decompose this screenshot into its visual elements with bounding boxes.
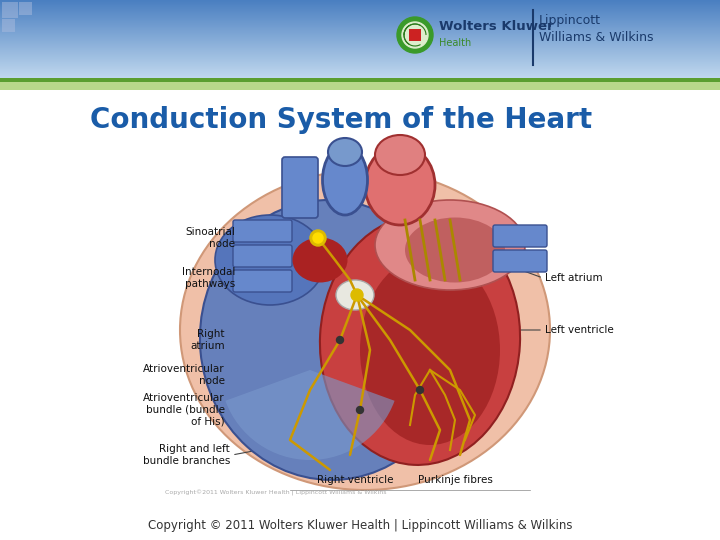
Circle shape <box>402 22 428 48</box>
Ellipse shape <box>200 200 460 480</box>
Circle shape <box>397 17 433 53</box>
Circle shape <box>313 233 323 243</box>
Text: Left ventricle: Left ventricle <box>545 325 613 335</box>
Text: Atrioventricular
node: Atrioventricular node <box>143 364 225 386</box>
Ellipse shape <box>365 145 435 225</box>
Bar <box>2 19 15 32</box>
Bar <box>19 2 32 15</box>
Text: Wolters Kluwer: Wolters Kluwer <box>439 21 554 33</box>
Text: Copyright©2011 Wolters Kluwer Health | Lippincott Williams & Wilkins: Copyright©2011 Wolters Kluwer Health | L… <box>165 490 387 496</box>
Wedge shape <box>225 370 395 460</box>
Text: Health: Health <box>439 38 472 48</box>
Text: Left atrium: Left atrium <box>545 273 603 283</box>
FancyBboxPatch shape <box>493 225 547 247</box>
Ellipse shape <box>375 200 525 290</box>
Circle shape <box>310 230 326 246</box>
Text: Lippincott
Williams & Wilkins: Lippincott Williams & Wilkins <box>539 14 654 44</box>
Ellipse shape <box>320 215 520 465</box>
Ellipse shape <box>405 218 505 282</box>
Text: Right ventricle: Right ventricle <box>317 475 393 485</box>
Text: Conduction System of the Heart: Conduction System of the Heart <box>90 106 592 134</box>
Ellipse shape <box>323 145 367 215</box>
FancyBboxPatch shape <box>282 157 318 218</box>
Text: Purkinje fibres: Purkinje fibres <box>418 475 492 485</box>
Ellipse shape <box>215 215 325 305</box>
Ellipse shape <box>336 280 374 310</box>
FancyBboxPatch shape <box>233 245 292 267</box>
Text: Right
atrium: Right atrium <box>190 329 225 351</box>
Bar <box>409 29 421 41</box>
Text: Right and left
bundle branches: Right and left bundle branches <box>143 444 230 466</box>
Text: Copyright © 2011 Wolters Kluwer Health | Lippincott Williams & Wilkins: Copyright © 2011 Wolters Kluwer Health |… <box>148 518 572 531</box>
Circle shape <box>336 336 343 343</box>
Ellipse shape <box>375 135 425 175</box>
Ellipse shape <box>292 238 348 282</box>
Ellipse shape <box>360 255 500 445</box>
Circle shape <box>356 407 364 414</box>
FancyBboxPatch shape <box>233 270 292 292</box>
Circle shape <box>416 387 423 394</box>
FancyBboxPatch shape <box>233 220 292 242</box>
Text: Atrioventricular
bundle (bundle
of His): Atrioventricular bundle (bundle of His) <box>143 394 225 427</box>
FancyBboxPatch shape <box>493 250 547 272</box>
Text: Sinoatrial
node: Sinoatrial node <box>185 227 235 249</box>
Text: Internodal
pathways: Internodal pathways <box>181 267 235 289</box>
Circle shape <box>351 289 363 301</box>
Ellipse shape <box>328 138 362 166</box>
Ellipse shape <box>180 170 550 490</box>
Bar <box>2 2 18 18</box>
